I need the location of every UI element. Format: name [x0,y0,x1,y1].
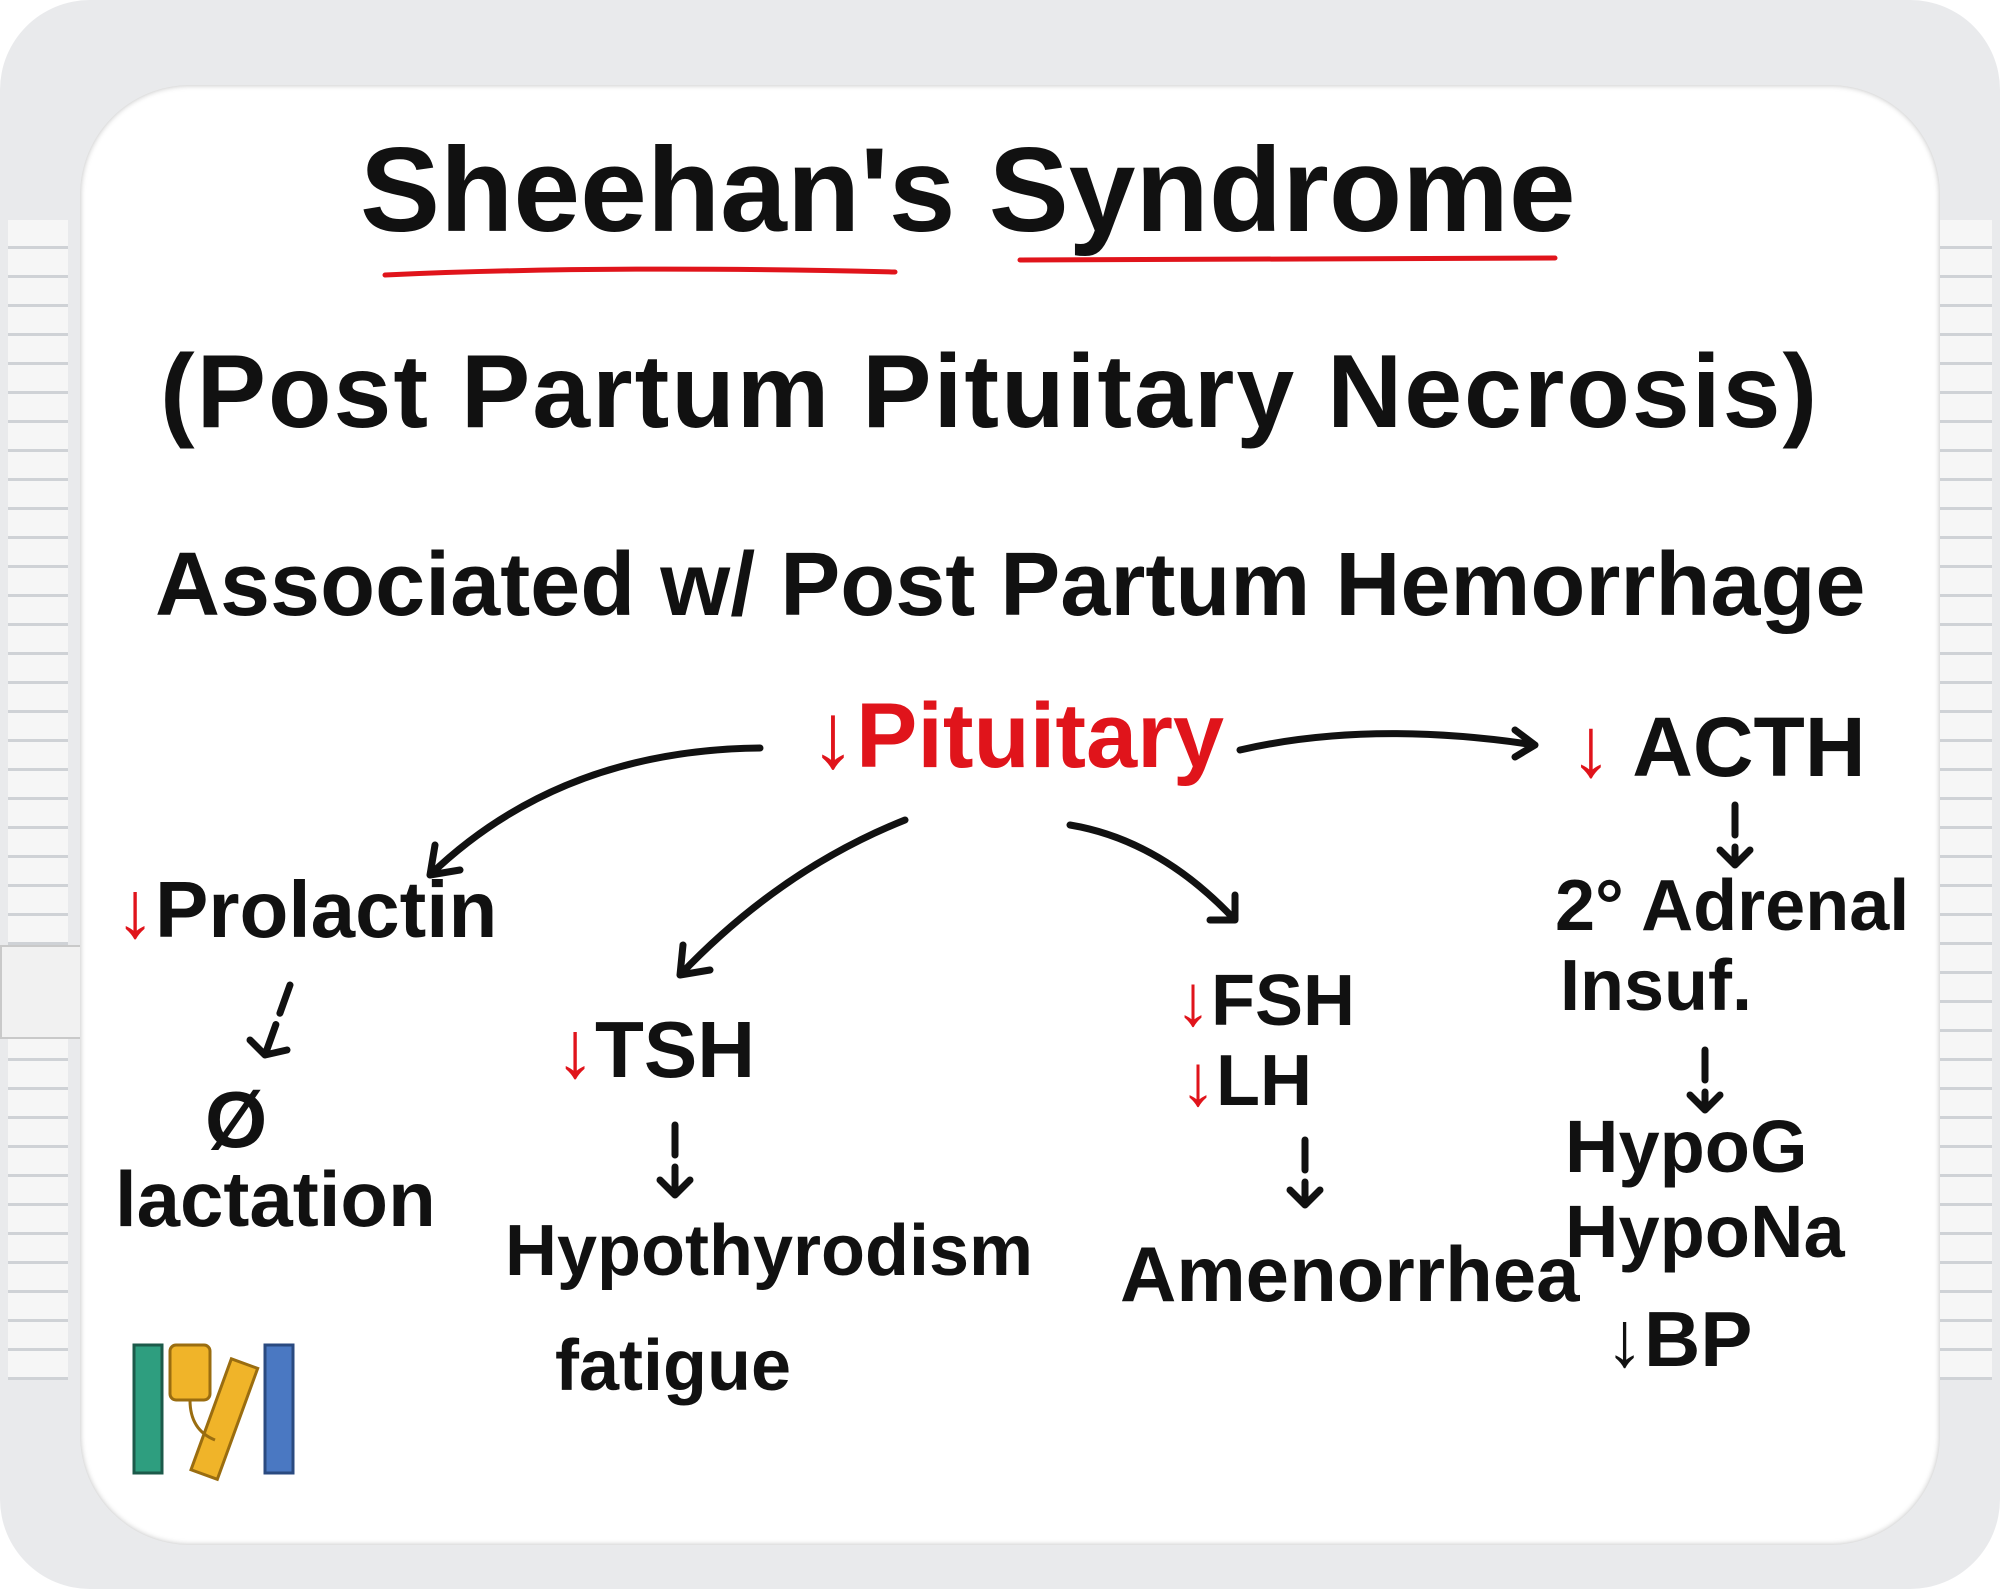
page-title: Sheehan's Syndrome [360,123,1576,257]
effect-amenorrhea: Amenorrhea [1120,1230,1580,1318]
effect-lactation: lactation [115,1155,436,1243]
node-label: ACTH [1632,700,1866,794]
underline-title-2 [1017,255,1558,263]
node-label: LH [1216,1041,1312,1121]
subtitle: (Post Partum Pituitary Necrosis) [160,334,1820,450]
node-tsh: ↓TSH [555,1010,755,1090]
arrow-to-tsh [676,816,909,979]
arrow-to-fsh [1066,821,1239,924]
node-label: Prolactin [155,865,498,954]
effect-fatigue: fatigue [555,1326,792,1406]
effect-low-bp: ↓BP [1605,1295,1753,1383]
down-arrow-icon: ↓ [1175,961,1211,1041]
books-iv-bag-logo [132,1343,295,1482]
node-fsh: ↓FSH [1175,965,1355,1037]
underline-title-1 [382,266,898,278]
node-label: Pituitary [856,685,1225,787]
arrow-tsh-hypothyroid [656,1121,694,1199]
effect-hypothyroidism: Hypothyrodism [505,1211,1034,1291]
left-rail [8,220,68,1380]
down-arrow-icon: ↓ [810,685,856,787]
null-symbol: Ø [205,1075,268,1164]
right-rail [1932,220,1992,1380]
arrow-acth-adrenal [1716,801,1754,869]
whiteboard [80,85,1940,1545]
down-arrow-icon: ↓ [115,865,155,954]
node-acth: ↓ ACTH [1570,705,1866,789]
node-pituitary: ↓Pituitary [810,690,1224,782]
adrenal-line-2: Insuf. [1560,946,1752,1026]
association-text: Associated w/ Post Partum Hemorrhage [155,535,1866,635]
effect-hyponatremia: HypoNa [1565,1190,1845,1273]
node-label: FSH [1211,961,1355,1041]
arrow-to-prolactin [426,744,764,879]
effect-hypoglycemia: HypoG [1565,1105,1808,1188]
node-prolactin: ↓Prolactin [115,870,497,950]
node-label: TSH [595,1005,755,1094]
node-lh: ↓LH [1180,1045,1312,1117]
adrenal-line-1: 2° Adrenal [1555,866,1910,946]
arrow-lh-amenorrhea [1286,1136,1324,1209]
down-arrow-icon: ↓ [555,1005,595,1094]
arrow-prolactin-lactation [246,981,294,1059]
down-arrow-icon: ↓ [1180,1041,1216,1121]
arrow-to-acth [1236,726,1539,761]
down-arrow-icon: ↓ [1570,700,1612,794]
arrow-adrenal-hypog [1686,1046,1724,1114]
